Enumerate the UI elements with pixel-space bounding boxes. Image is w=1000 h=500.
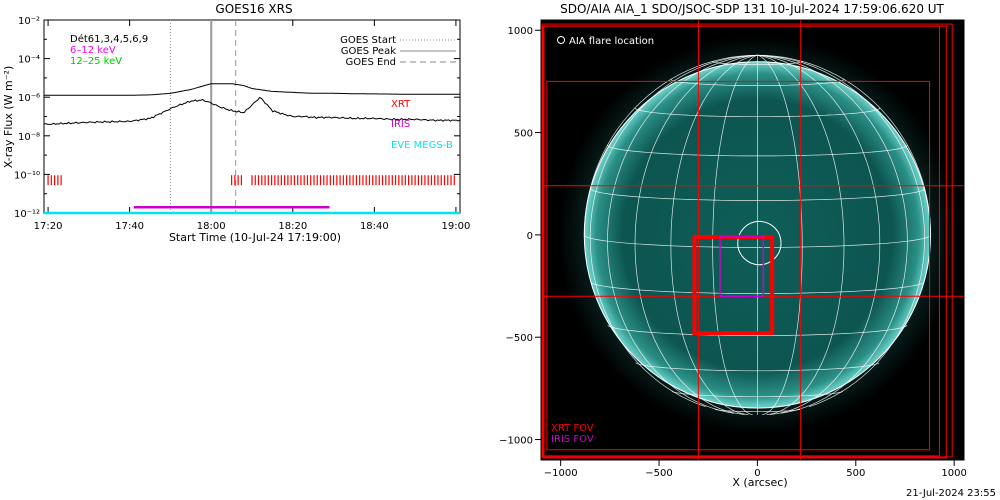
- aia-title: SDO/AIA AIA_1 SDO/JSOC-SDP 131 10-Jul-20…: [560, 2, 944, 16]
- y-tick-label: 10⁻⁸: [18, 132, 40, 143]
- goes-title: GOES16 XRS: [215, 2, 292, 16]
- aia-x-tick-label: 1000: [941, 468, 966, 479]
- legend-goes-start: GOES Start: [340, 35, 396, 46]
- flare-legend-icon: [557, 36, 565, 44]
- aia-y-tick-label: −500: [506, 333, 533, 344]
- series-line-low: [44, 83, 460, 96]
- aia-y-axis: −1000 −500 0 500 1000: [499, 26, 541, 447]
- goes-flux-series: [43, 83, 461, 125]
- goes-legend: GOES Start GOES Peak GOES End: [340, 35, 456, 68]
- lat-lon-grid: [583, 54, 932, 416]
- aia-y-tick-label: 1000: [508, 26, 533, 37]
- y-tick-label: 10⁻¹⁰: [14, 170, 40, 181]
- aia-x-axis-label: X (arcsec): [732, 476, 787, 489]
- x-tick-label: 18:00: [197, 221, 226, 232]
- aia-y-tick-label: 0: [527, 231, 533, 242]
- goes-y-axis: 10⁻¹² 10⁻¹⁰ 10⁻⁸ 10⁻⁶ 10⁻⁴ 10⁻²: [14, 16, 460, 220]
- fov-legend-iris: IRIS FOV: [551, 434, 594, 445]
- series-line-high: [43, 96, 461, 125]
- flare-location-circle: [737, 220, 782, 266]
- xrt-fov-box: [543, 25, 940, 457]
- goes-x-axis: 17:20 17:40 18:00 18:20 18:40 19:00: [34, 20, 471, 232]
- aia-x-tick-label: −500: [645, 468, 672, 479]
- longitude-line: [757, 54, 908, 414]
- x-tick-label: 18:20: [278, 221, 307, 232]
- footer-timestamp: 21-Jul-2024 23:55: [906, 488, 996, 499]
- fov-boxes: [692, 234, 775, 336]
- goes-series-label-high: 12–25 keV: [70, 56, 122, 67]
- xrt-fov-box: [546, 80, 931, 451]
- legend-goes-peak: GOES Peak: [341, 46, 396, 57]
- coverage-label-eve: EVE MEGS-B: [391, 140, 453, 151]
- longitude-line: [757, 54, 803, 416]
- longitude-line: [589, 54, 758, 408]
- y-tick-label: 10⁻⁶: [18, 93, 40, 104]
- aia-plot-frame: [540, 19, 965, 461]
- y-tick-label: 10⁻²: [18, 16, 40, 27]
- goes-panel: GOES16 XRS 10⁻¹² 10⁻¹⁰ 10⁻⁸ 10⁻⁶ 10⁻⁴ 10⁻² 17…: [2, 2, 470, 244]
- longitude-line: [757, 54, 926, 408]
- x-tick-label: 18:40: [360, 221, 389, 232]
- goes-time-markers: [169, 20, 237, 213]
- goes-y-axis-label: X-ray Flux (W m⁻²): [2, 66, 15, 168]
- flare-legend-label: AIA flare location: [569, 36, 654, 47]
- y-tick-label: 10⁻⁴: [18, 55, 40, 66]
- longitude-line: [607, 54, 758, 414]
- coverage-label-iris: IRIS: [391, 119, 410, 130]
- fov-legend-xrt: XRT FOV: [551, 423, 594, 434]
- legend-goes-end: GOES End: [346, 57, 396, 68]
- y-tick-label: 10⁻¹²: [14, 209, 40, 220]
- aia-y-tick-label: −1000: [499, 436, 533, 447]
- aia-x-tick-label: 0: [754, 468, 760, 479]
- longitude-line: [757, 54, 845, 416]
- x-tick-label: 17:20: [34, 221, 63, 232]
- xrt-fov-box: [541, 23, 953, 458]
- goes-detectors-label: Dét61,3,4,5,6,9: [70, 33, 148, 45]
- coverage-label-xrt: XRT: [391, 99, 411, 110]
- longitude-line: [670, 54, 758, 416]
- aia-image: [541, 20, 964, 460]
- goes-series-label-low: 6–12 keV: [70, 45, 116, 56]
- aia-x-axis: −1000 −500 0 500 1000: [544, 460, 967, 479]
- x-tick-label: 17:40: [115, 221, 144, 232]
- iris-fov-box: [719, 236, 765, 298]
- aia-x-tick-label: −1000: [544, 468, 578, 479]
- aia-y-tick-label: 500: [514, 129, 533, 140]
- goes-x-axis-label: Start Time (10-Jul-24 17:19:00): [169, 231, 341, 244]
- x-tick-label: 19:00: [442, 221, 471, 232]
- xrt-fov-boxes: [541, 20, 964, 460]
- goes-coverage-bars: [44, 175, 460, 215]
- aia-panel: SDO/AIA AIA_1 SDO/JSOC-SDP 131 10-Jul-20…: [499, 2, 967, 489]
- longitude-line: [757, 54, 881, 415]
- aia-x-tick-label: 500: [846, 468, 865, 479]
- solar-limb: [583, 61, 932, 409]
